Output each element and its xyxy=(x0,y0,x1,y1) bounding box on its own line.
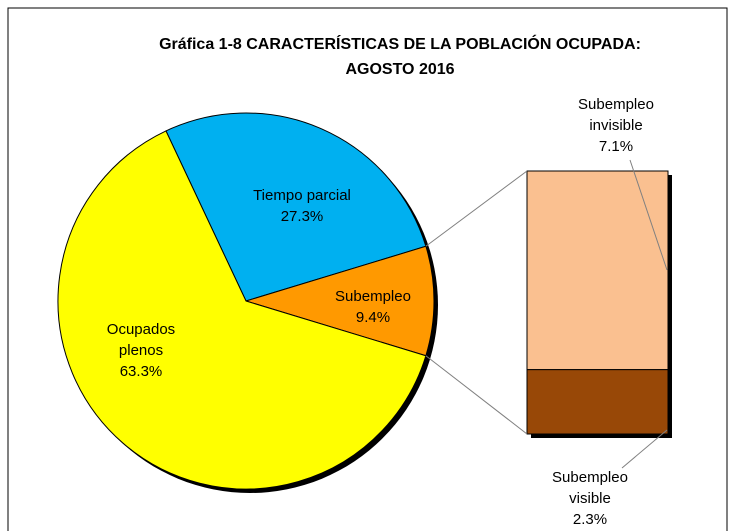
value-label: 2.3% xyxy=(572,511,608,528)
data-label: Tiempo parcial 27.3% xyxy=(217,185,387,227)
leader-line xyxy=(621,429,668,469)
bar-segment xyxy=(526,369,669,435)
leader-line xyxy=(629,159,668,271)
bar-segment xyxy=(526,170,669,371)
chart-title: Gráfica 1-8 CARACTERÍSTICAS DE LA POBLAC… xyxy=(159,36,641,78)
pie-slice xyxy=(244,245,435,357)
category-label: Ocupados plenos xyxy=(106,321,176,359)
data-label: Subempleo visible 2.3% xyxy=(540,467,640,530)
data-label: Subempleo 9.4% xyxy=(323,286,423,328)
category-label: Subempleo visible xyxy=(552,469,628,507)
connector xyxy=(425,355,528,435)
category-label: Subempleo invisible xyxy=(578,96,654,134)
pie-slice xyxy=(57,130,427,490)
category-label: Subempleo xyxy=(335,288,411,305)
pie-slice xyxy=(165,112,427,302)
value-label: 63.3% xyxy=(119,363,163,380)
data-label: Subempleo invisible 7.1% xyxy=(566,94,666,157)
data-label: Ocupados plenos 63.3% xyxy=(96,319,186,382)
value-label: 7.1% xyxy=(598,138,634,155)
value-label: 27.3% xyxy=(280,208,324,225)
connector xyxy=(425,170,528,247)
value-label: 9.4% xyxy=(355,309,391,326)
category-label: Tiempo parcial xyxy=(253,187,351,204)
